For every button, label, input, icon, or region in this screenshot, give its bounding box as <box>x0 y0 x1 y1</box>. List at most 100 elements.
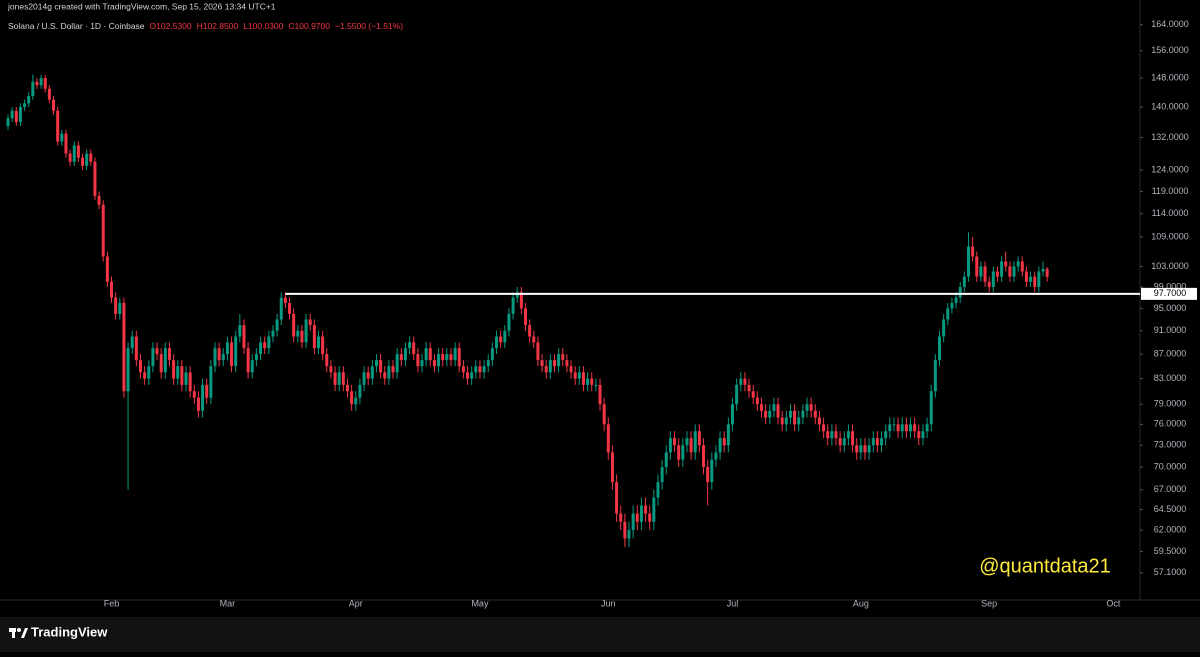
candle-body <box>602 404 606 425</box>
candle-body <box>1000 261 1004 277</box>
candle-body <box>85 153 89 166</box>
candle-body <box>586 378 590 385</box>
candle-body <box>118 302 122 314</box>
candle-body <box>358 384 362 398</box>
candle-body <box>391 366 395 373</box>
candle-body <box>954 297 958 303</box>
candle-body <box>515 292 519 298</box>
candle-body <box>904 424 908 432</box>
candle-body <box>656 482 660 498</box>
candle-body <box>759 404 763 411</box>
legend-value: H102.8500 <box>197 21 239 31</box>
candle-body <box>909 424 913 432</box>
candle-body <box>511 297 515 314</box>
candle-body <box>900 424 904 432</box>
candle-body <box>23 103 27 108</box>
candle-body <box>1020 261 1024 272</box>
candle-body <box>590 378 594 385</box>
candle-body <box>159 354 163 373</box>
candle-body <box>267 336 271 349</box>
candle-body <box>254 354 258 361</box>
candle-body <box>76 145 80 158</box>
candle-body <box>685 438 689 446</box>
y-tick-label: 76.0000 <box>1154 419 1187 429</box>
candle-body <box>830 431 834 439</box>
candle-body <box>296 330 300 337</box>
candle-body <box>151 348 155 367</box>
candle-body <box>172 360 176 379</box>
candle-body <box>524 308 527 326</box>
candle-body <box>81 157 85 166</box>
candle-body <box>271 330 275 337</box>
candle-body <box>689 438 693 453</box>
candle-body <box>495 336 499 349</box>
candle-body <box>722 438 726 446</box>
candle-body <box>627 530 631 539</box>
candle-body <box>35 81 39 86</box>
candle-body <box>416 354 420 367</box>
candle-body <box>731 404 734 425</box>
candle-body <box>64 133 68 154</box>
candle-body <box>6 118 10 126</box>
candle-body <box>718 438 722 453</box>
candle-body <box>147 366 151 379</box>
legend-value: −1.5500 (−1.51%) <box>335 21 403 31</box>
candle-body <box>217 348 221 361</box>
candle-body <box>482 366 486 373</box>
candle-body <box>424 348 428 361</box>
candle-body <box>234 336 238 367</box>
candle-body <box>668 438 672 453</box>
candle-body <box>300 330 304 343</box>
annotation: @quantdata21 <box>979 555 1111 577</box>
candle-body <box>1016 261 1020 267</box>
candle-body <box>39 78 43 86</box>
candle-body <box>983 266 987 282</box>
candle-body <box>615 482 619 514</box>
y-tick-label: 103.0000 <box>1151 261 1189 271</box>
y-tick-label: 70.0000 <box>1154 461 1187 471</box>
candle-body <box>610 452 614 483</box>
candle-body <box>205 384 209 398</box>
candle-body <box>880 438 884 446</box>
y-tick-label: 67.0000 <box>1154 484 1187 494</box>
candle-body <box>565 360 569 367</box>
candle-body <box>925 424 929 432</box>
candle-body <box>598 384 602 405</box>
candle-body <box>855 445 859 453</box>
candle-body <box>809 404 813 411</box>
brand: TradingView <box>31 624 108 639</box>
candle-body <box>913 424 917 432</box>
candle-body <box>664 452 668 468</box>
y-tick-label: 119.0000 <box>1152 186 1189 196</box>
candle-body <box>975 256 979 277</box>
y-tick-label: 87.0000 <box>1154 348 1187 358</box>
candle-body <box>126 348 130 392</box>
y-tick-label: 140.0000 <box>1151 101 1189 111</box>
candle-body <box>486 360 490 367</box>
candle-body <box>31 81 35 96</box>
candle-body <box>68 153 72 162</box>
candle-body <box>461 366 465 373</box>
y-tick-label: 132.0000 <box>1151 132 1189 142</box>
candle-body <box>275 319 279 331</box>
candle-body <box>751 391 755 398</box>
candle-body <box>772 404 776 411</box>
candle-body <box>714 452 718 460</box>
candle-body <box>412 342 416 355</box>
candle-body <box>97 195 101 205</box>
candle-body <box>259 342 263 355</box>
candle-body <box>428 348 432 361</box>
candle-body <box>308 319 312 326</box>
candle-body <box>370 366 374 379</box>
candle-body <box>138 360 142 373</box>
candle-body <box>143 372 147 379</box>
legend-value: C100.9700 <box>288 21 330 31</box>
candle-body <box>536 342 540 361</box>
candle-body <box>867 445 871 453</box>
candle-body <box>213 348 217 367</box>
candle-body <box>548 360 552 373</box>
candle-body <box>557 354 561 367</box>
candle-body <box>788 410 792 418</box>
candle-body <box>1037 271 1041 287</box>
